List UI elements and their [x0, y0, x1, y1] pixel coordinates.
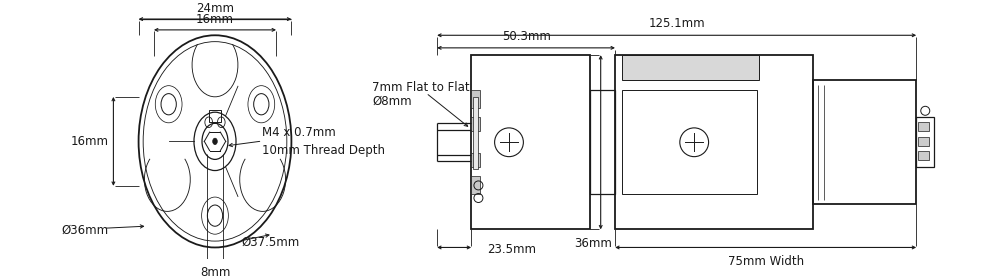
- Bar: [615, 55, 813, 229]
- Bar: [918, 151, 929, 160]
- Bar: [916, 117, 934, 167]
- Text: 125.1mm: 125.1mm: [648, 17, 705, 30]
- Text: 24mm: 24mm: [196, 2, 234, 15]
- Bar: [622, 55, 759, 80]
- Ellipse shape: [213, 138, 217, 145]
- Text: 16mm: 16mm: [196, 13, 234, 26]
- Text: Ø8mm: Ø8mm: [372, 94, 412, 107]
- Bar: [918, 122, 929, 131]
- Text: Ø37.5mm: Ø37.5mm: [242, 235, 300, 248]
- Bar: [622, 90, 757, 194]
- Bar: [471, 117, 480, 131]
- Text: 16mm: 16mm: [71, 135, 109, 148]
- Text: 10mm Thread Depth: 10mm Thread Depth: [262, 144, 385, 157]
- Bar: [813, 80, 916, 204]
- Text: 7mm Flat to Flat: 7mm Flat to Flat: [372, 81, 470, 94]
- Text: Ø36mm: Ø36mm: [61, 223, 108, 236]
- Text: 36mm: 36mm: [574, 237, 612, 250]
- Text: 8mm: 8mm: [200, 266, 230, 279]
- Bar: [918, 137, 929, 146]
- Text: 50.3mm: 50.3mm: [502, 30, 551, 43]
- Bar: [471, 153, 480, 167]
- Text: 23.5mm: 23.5mm: [487, 243, 536, 256]
- Text: M4 x 0.7mm: M4 x 0.7mm: [262, 126, 335, 139]
- Bar: [473, 97, 478, 169]
- Bar: [471, 90, 480, 108]
- Bar: [471, 55, 590, 229]
- Bar: [590, 90, 615, 194]
- Bar: [209, 110, 221, 122]
- Bar: [471, 176, 480, 194]
- Text: 75mm Width: 75mm Width: [728, 255, 804, 268]
